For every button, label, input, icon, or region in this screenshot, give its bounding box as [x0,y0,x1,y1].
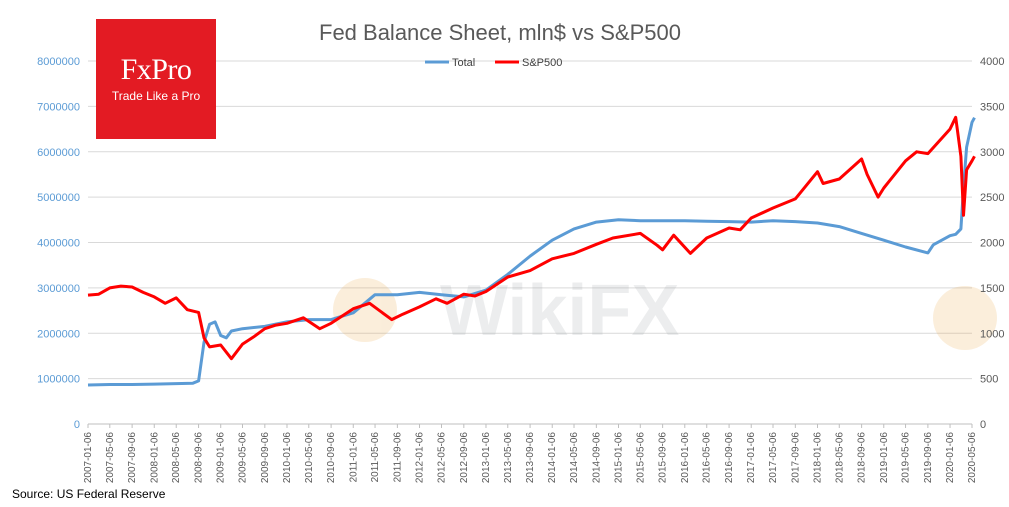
x-tick-label: 2009-09-06 [260,432,271,484]
right-tick-label: 0 [980,419,986,431]
left-axis: 0 1000000 2000000 3000000 4000000 5000000 6000… [37,56,80,431]
x-tick-label: 2019-09-06 [923,432,934,484]
series-total-line [87,116,976,387]
right-tick-label: 1000 [980,328,1004,340]
x-tick-label: 2012-09-06 [459,432,470,484]
series-sp500-line [87,115,976,361]
legend: Total S&P500 [425,57,562,69]
right-tick-label: 2000 [980,238,1004,250]
x-tick-label: 2016-09-06 [724,432,735,484]
x-tick-label: 2012-05-06 [436,432,447,484]
x-tick-label: 2014-09-06 [591,432,602,484]
left-tick-label: 0 [74,419,80,431]
left-tick-label: 1000000 [37,374,80,386]
watermark-text: WikiFX [440,271,679,351]
x-tick-label: 2010-05-06 [304,432,315,484]
x-tick-label: 2014-05-06 [569,432,580,484]
x-tick-label: 2018-01-06 [812,432,823,484]
logo-tagline: Trade Like a Pro [111,89,201,103]
x-tick-label: 2007-01-06 [83,432,94,484]
right-tick-label: 3000 [980,147,1004,159]
x-tick-label: 2009-01-06 [216,432,227,484]
left-tick-label: 8000000 [37,56,80,68]
x-tick-label: 2013-05-06 [503,432,514,484]
x-tick-label: 2016-05-06 [702,432,713,484]
logo-brand: FxPro [120,53,192,86]
watermark-logo-right [933,286,997,350]
x-tick-label: 2017-01-06 [746,432,757,484]
x-tick-label: 2016-01-06 [680,432,691,484]
left-tick-label: 3000000 [37,283,80,295]
x-axis: 2007-01-06 2007-05-06 2007-09-06 2008-01-06… [83,424,978,483]
gridlines [88,60,972,425]
left-tick-label: 6000000 [37,147,80,159]
watermark-logo-left [333,278,397,342]
x-tick-label: 2009-05-06 [238,432,249,484]
x-tick-label: 2011-01-06 [348,432,359,483]
x-tick-label: 2020-05-06 [967,432,978,484]
chart-title: Fed Balance Sheet, mln$ vs S&P500 [319,20,681,45]
x-tick-label: 2013-01-06 [481,432,492,484]
left-tick-label: 4000000 [37,238,80,250]
x-tick-label: 2018-09-06 [857,432,868,484]
series-lines [87,115,976,387]
x-tick-label: 2013-09-06 [525,432,536,484]
x-tick-label: 2011-09-06 [392,432,403,483]
x-tick-label: 2008-05-06 [171,432,182,484]
x-tick-label: 2020-01-06 [945,432,956,484]
right-axis: 0 500 1000 1500 2000 2500 3000 3500 4000 [980,56,1004,431]
x-tick-label: 2015-09-06 [658,432,669,484]
watermark: WikiFX [333,271,997,351]
x-tick-label: 2015-05-06 [635,432,646,484]
legend-total-label: Total [452,57,475,69]
right-tick-label: 2500 [980,192,1004,204]
x-tick-label: 2017-09-06 [790,432,801,484]
left-tick-label: 2000000 [37,328,80,340]
right-tick-label: 1500 [980,283,1004,295]
x-tick-label: 2017-05-06 [768,432,779,484]
source-note: Source: US Federal Reserve [12,487,166,501]
x-tick-label: 2010-01-06 [282,432,293,484]
x-tick-label: 2014-01-06 [547,432,558,484]
x-tick-label: 2011-05-06 [370,432,381,483]
x-tick-label: 2008-01-06 [149,432,160,484]
x-tick-label: 2019-05-06 [901,432,912,484]
x-tick-label: 2019-01-06 [879,432,890,484]
x-tick-label: 2012-01-06 [415,432,426,484]
right-tick-label: 500 [980,374,998,386]
x-tick-label: 2018-05-06 [834,432,845,484]
left-tick-label: 5000000 [37,192,80,204]
left-tick-label: 7000000 [37,101,80,113]
x-tick-label: 2010-09-06 [326,432,337,484]
fxpro-logo: FxPro Trade Like a Pro [96,19,216,139]
x-tick-label: 2015-01-06 [614,432,625,484]
x-tick-label: 2007-09-06 [127,432,138,484]
x-tick-label: 2008-09-06 [194,432,205,484]
right-tick-label: 3500 [980,101,1004,113]
legend-sp500-label: S&P500 [522,57,562,69]
right-tick-label: 4000 [980,56,1004,68]
x-tick-label: 2007-05-06 [105,432,116,484]
